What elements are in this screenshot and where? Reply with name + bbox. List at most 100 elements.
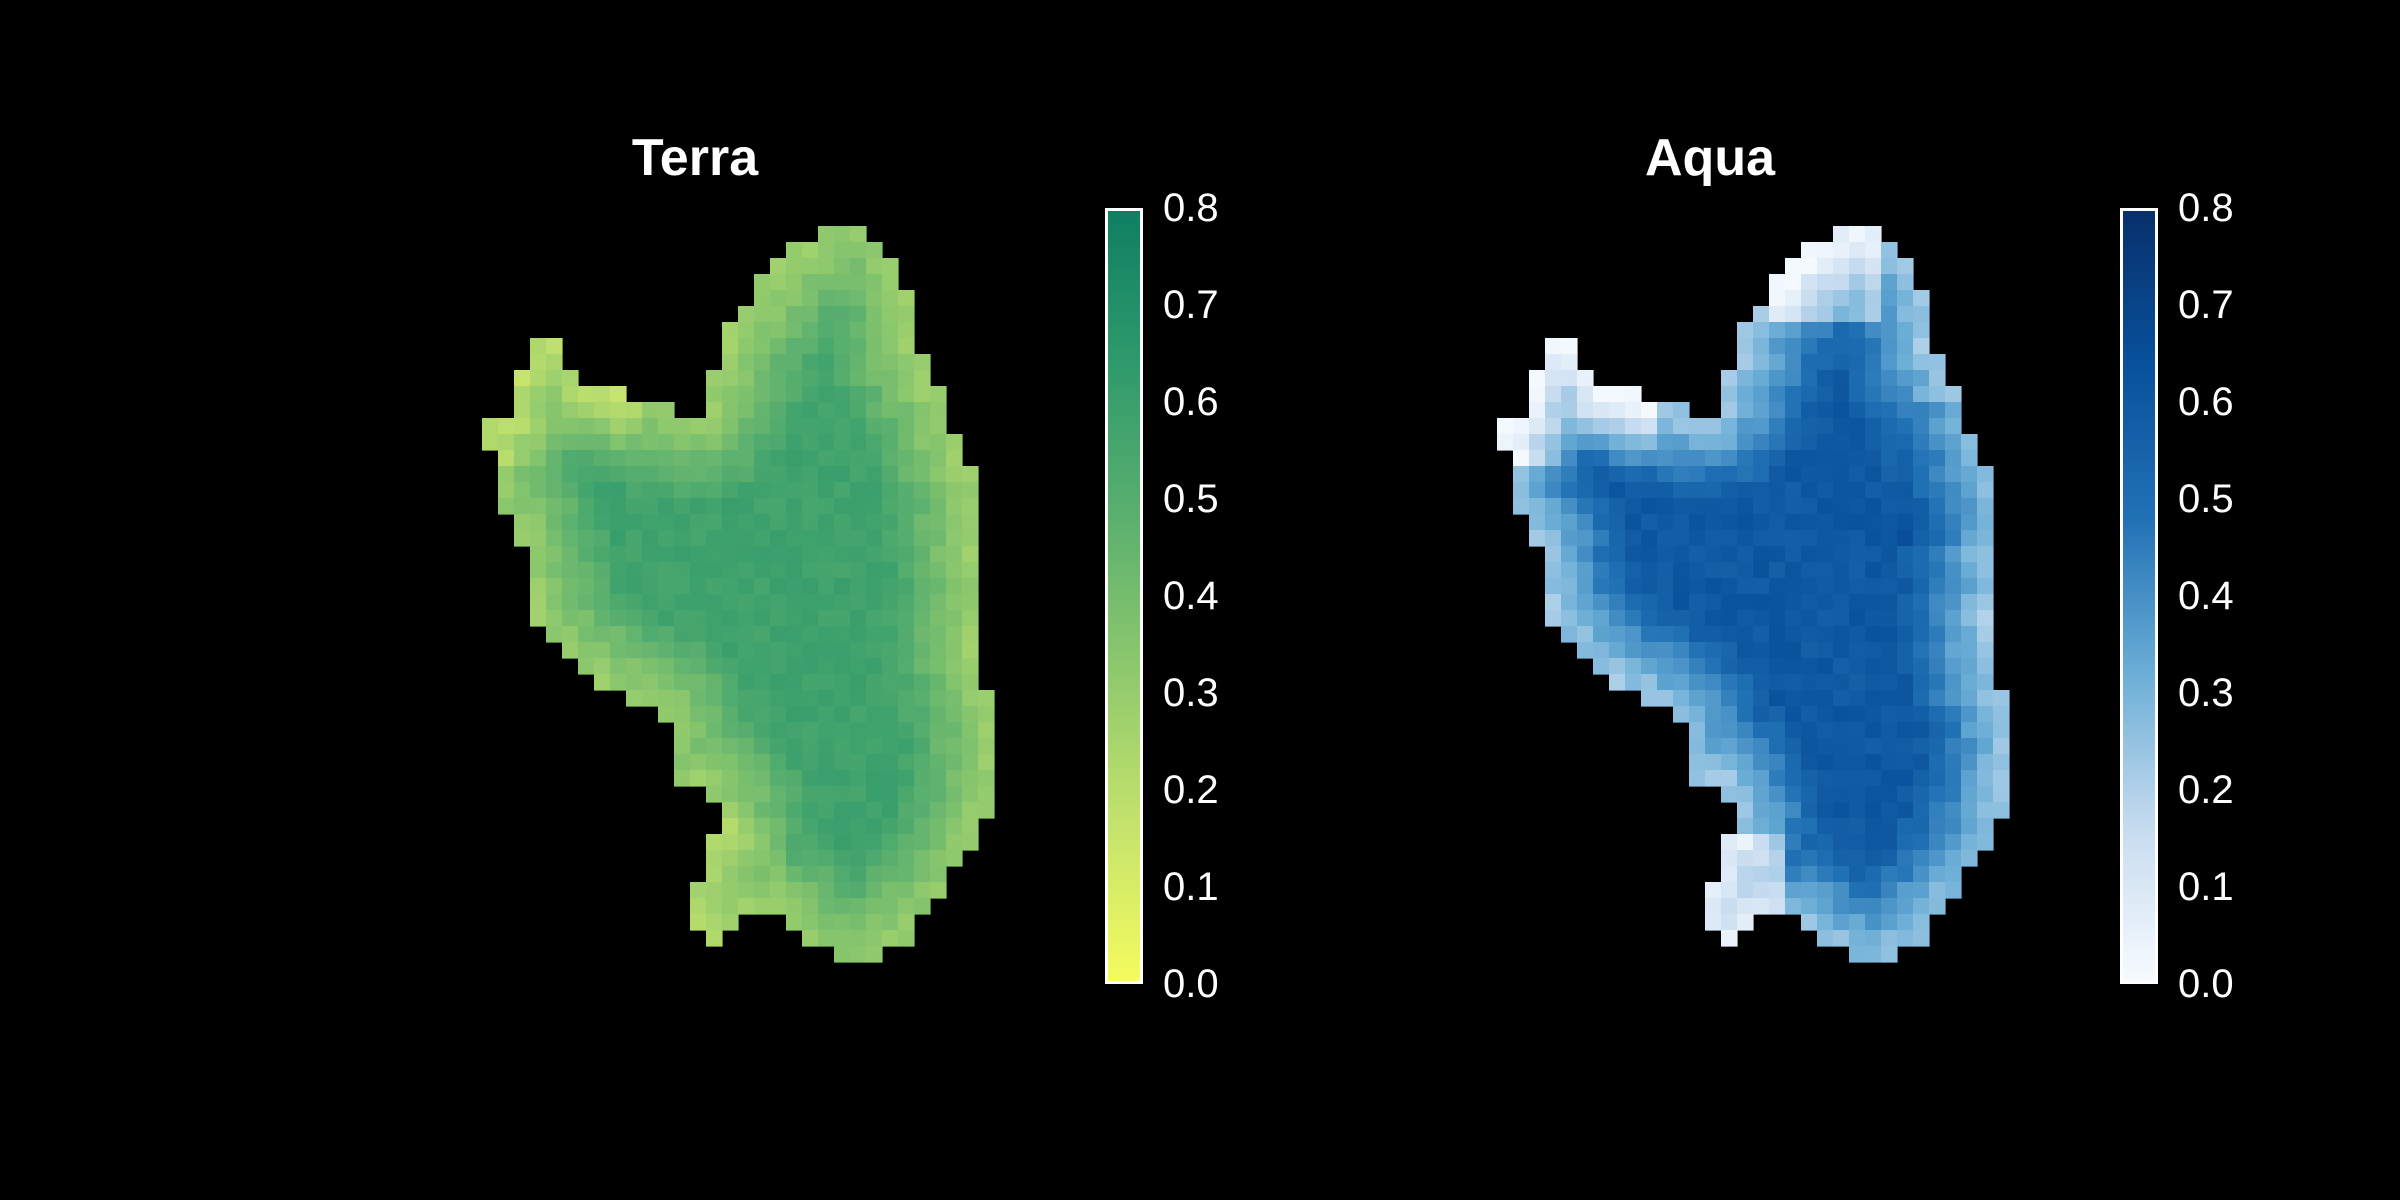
- map-cell: [914, 530, 931, 547]
- map-cell: [1721, 674, 1738, 691]
- map-cell: [1705, 450, 1722, 467]
- map-cell: [1897, 418, 1914, 435]
- map-cell: [802, 626, 819, 643]
- map-cell: [1769, 514, 1786, 531]
- map-cell: [1801, 834, 1818, 851]
- map-cell: [898, 514, 915, 531]
- map-cell: [610, 466, 627, 483]
- map-cell: [898, 354, 915, 371]
- map-cell: [1785, 370, 1802, 387]
- map-cell: [578, 434, 595, 451]
- map-cell: [1961, 514, 1978, 531]
- map-cell: [882, 802, 899, 819]
- map-cell: [1977, 546, 1994, 563]
- map-cell: [1865, 354, 1882, 371]
- map-cell: [1881, 386, 1898, 403]
- map-cell: [770, 802, 787, 819]
- map-cell: [882, 658, 899, 675]
- map-cell: [1833, 354, 1850, 371]
- map-cell: [866, 434, 883, 451]
- map-cell: [626, 562, 643, 579]
- map-cell: [690, 610, 707, 627]
- map-cell: [1897, 674, 1914, 691]
- map-cell: [482, 418, 499, 435]
- map-cell: [1833, 594, 1850, 611]
- map-cell: [1641, 546, 1658, 563]
- map-cell: [850, 834, 867, 851]
- map-cell: [578, 626, 595, 643]
- map-cell: [898, 674, 915, 691]
- map-cell: [1641, 402, 1658, 419]
- map-cell: [1577, 562, 1594, 579]
- map-cell: [1833, 914, 1850, 931]
- map-cell: [690, 690, 707, 707]
- map-cell: [642, 402, 659, 419]
- map-cell: [1929, 898, 1946, 915]
- map-cell: [1625, 466, 1642, 483]
- map-cell: [1865, 658, 1882, 675]
- map-cell: [754, 834, 771, 851]
- map-cell: [1897, 466, 1914, 483]
- map-cell: [610, 514, 627, 531]
- map-cell: [706, 722, 723, 739]
- map-cell: [1897, 402, 1914, 419]
- map-cell: [770, 450, 787, 467]
- map-cell: [866, 914, 883, 931]
- map-cell: [1801, 242, 1818, 259]
- map-cell: [1625, 482, 1642, 499]
- map-cell: [898, 610, 915, 627]
- map-cell: [1945, 818, 1962, 835]
- map-cell: [898, 818, 915, 835]
- map-cell: [818, 498, 835, 515]
- map-cell: [962, 754, 979, 771]
- map-cell: [866, 594, 883, 611]
- map-cell: [834, 914, 851, 931]
- map-cell: [770, 498, 787, 515]
- map-cell: [1801, 722, 1818, 739]
- map-cell: [1865, 498, 1882, 515]
- map-cell: [1657, 690, 1674, 707]
- map-cell: [1913, 594, 1930, 611]
- map-cell: [1577, 498, 1594, 515]
- map-cell: [962, 546, 979, 563]
- map-cell: [1561, 514, 1578, 531]
- map-cell: [1785, 786, 1802, 803]
- map-cell: [1945, 642, 1962, 659]
- map-cell: [706, 482, 723, 499]
- map-cell: [562, 434, 579, 451]
- map-cell: [1849, 754, 1866, 771]
- map-cell: [754, 274, 771, 291]
- map-cell: [754, 786, 771, 803]
- map-cell: [850, 306, 867, 323]
- map-cell: [1593, 530, 1610, 547]
- map-cell: [1673, 578, 1690, 595]
- map-cell: [930, 786, 947, 803]
- map-cell: [1993, 802, 2010, 819]
- map-cell: [978, 738, 995, 755]
- map-cell: [594, 658, 611, 675]
- map-cell: [690, 578, 707, 595]
- map-cell: [1577, 546, 1594, 563]
- map-cell: [1865, 338, 1882, 355]
- map-cell: [802, 674, 819, 691]
- map-cell: [1833, 546, 1850, 563]
- map-cell: [866, 754, 883, 771]
- map-cell: [1945, 786, 1962, 803]
- map-cell: [834, 354, 851, 371]
- map-cell: [1705, 898, 1722, 915]
- map-cell: [1785, 546, 1802, 563]
- map-cell: [1673, 610, 1690, 627]
- map-cell: [1577, 482, 1594, 499]
- map-cell: [1881, 834, 1898, 851]
- map-cell: [850, 386, 867, 403]
- map-cell: [866, 722, 883, 739]
- map-cell: [1753, 514, 1770, 531]
- map-cell: [1849, 850, 1866, 867]
- map-cell: [1673, 626, 1690, 643]
- map-cell: [578, 594, 595, 611]
- map-cell: [770, 818, 787, 835]
- map-cell: [866, 674, 883, 691]
- map-cell: [658, 562, 675, 579]
- map-cell: [754, 866, 771, 883]
- map-cell: [706, 546, 723, 563]
